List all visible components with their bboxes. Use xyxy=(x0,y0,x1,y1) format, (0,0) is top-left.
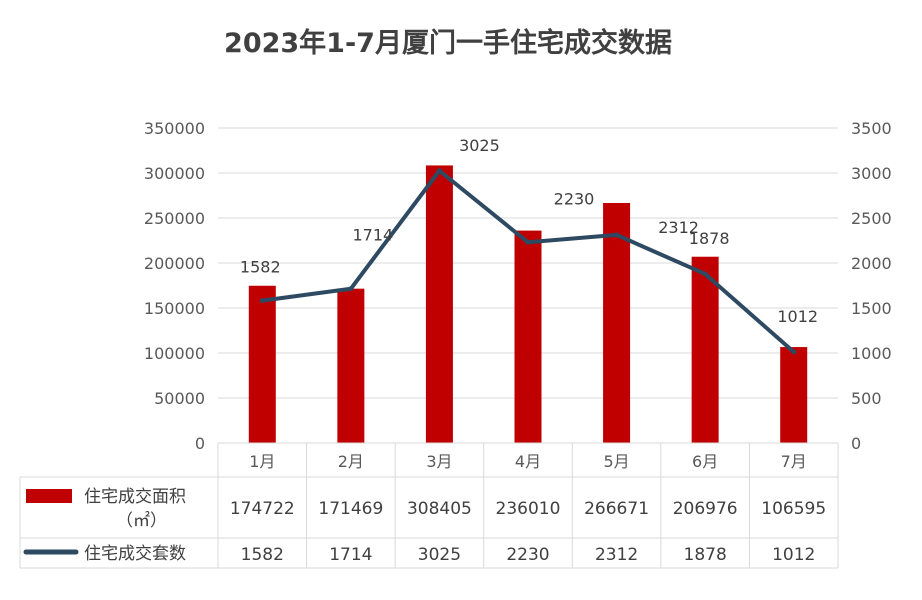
line-point xyxy=(791,349,797,355)
line-value-cell: 2230 xyxy=(506,545,549,565)
category-label: 5月 xyxy=(603,452,629,471)
bar xyxy=(514,230,542,443)
line-data-label: 3025 xyxy=(459,136,500,155)
left-axis-ticks: 0 50000 100000 150000 200000 250000 300000 3500… xyxy=(144,119,205,453)
line-data-label: 1878 xyxy=(689,229,730,248)
left-tick-label: 50000 xyxy=(154,389,205,408)
right-tick-label: 3000 xyxy=(851,164,892,183)
left-tick-label: 300000 xyxy=(144,164,205,183)
line-point xyxy=(702,271,708,277)
line-value-cell: 1714 xyxy=(329,545,372,565)
legend-label-bar-unit: （㎡） xyxy=(116,511,167,531)
right-tick-label: 3500 xyxy=(851,119,892,138)
bar xyxy=(425,165,453,444)
right-tick-label: 2000 xyxy=(851,254,892,273)
line-value-cell: 1582 xyxy=(241,545,284,565)
category-label: 4月 xyxy=(515,452,541,471)
line-point xyxy=(259,298,265,304)
line-point xyxy=(436,168,442,174)
line-value-cell: 2312 xyxy=(595,545,638,565)
left-tick-label: 0 xyxy=(195,434,205,453)
legend-label-bar: 住宅成交面积 xyxy=(84,487,186,507)
category-label: 1月 xyxy=(249,452,275,471)
bar-series xyxy=(248,165,808,444)
bar xyxy=(248,285,276,443)
line-data-label: 1714 xyxy=(352,226,393,245)
bar-value-cell: 266671 xyxy=(584,499,649,519)
legend-key-bar xyxy=(26,489,72,503)
bar-value-cell: 171469 xyxy=(318,499,383,519)
left-tick-label: 100000 xyxy=(144,344,205,363)
line-value-cell: 1878 xyxy=(684,545,727,565)
chart-title: 2023年1-7月厦门一手住宅成交数据 xyxy=(224,27,672,59)
right-tick-label: 1000 xyxy=(851,344,892,363)
line-data-label: 2312 xyxy=(658,218,699,237)
category-label: 2月 xyxy=(338,452,364,471)
data-table: 1月 2月 3月 4月 5月 6月 7月 174722 171469 308405 236010 26… xyxy=(19,442,839,569)
left-tick-label: 200000 xyxy=(144,254,205,273)
right-tick-label: 2500 xyxy=(851,209,892,228)
right-tick-label: 500 xyxy=(851,389,882,408)
line-value-cell: 3025 xyxy=(418,545,461,565)
line-data-label: 1012 xyxy=(777,307,818,326)
category-label: 6月 xyxy=(692,452,718,471)
left-tick-label: 250000 xyxy=(144,209,205,228)
left-tick-label: 150000 xyxy=(144,299,205,318)
bar xyxy=(337,288,365,443)
line-point xyxy=(348,286,354,292)
category-label: 3月 xyxy=(426,452,452,471)
bar-value-cell: 236010 xyxy=(496,499,561,519)
right-tick-label: 0 xyxy=(851,434,861,453)
line-series xyxy=(259,168,797,355)
bar xyxy=(780,347,808,443)
left-tick-label: 350000 xyxy=(144,119,205,138)
line-data-label: 2230 xyxy=(554,189,595,208)
line-data-label: 1582 xyxy=(240,258,281,277)
bar xyxy=(603,202,631,443)
legend-label-line: 住宅成交套数 xyxy=(84,544,186,564)
bar-value-cell: 106595 xyxy=(761,499,826,519)
bar-value-cell: 308405 xyxy=(407,499,472,519)
line-value-cell: 1012 xyxy=(772,545,815,565)
bar-value-cell: 206976 xyxy=(673,499,738,519)
bar-value-cell: 174722 xyxy=(230,499,295,519)
line-point xyxy=(614,232,620,238)
right-axis-ticks: 0 500 1000 1500 2000 2500 3000 3500 xyxy=(851,119,892,453)
category-label: 7月 xyxy=(781,452,807,471)
line-point xyxy=(525,239,531,245)
bar xyxy=(691,256,719,443)
right-tick-label: 1500 xyxy=(851,299,892,318)
